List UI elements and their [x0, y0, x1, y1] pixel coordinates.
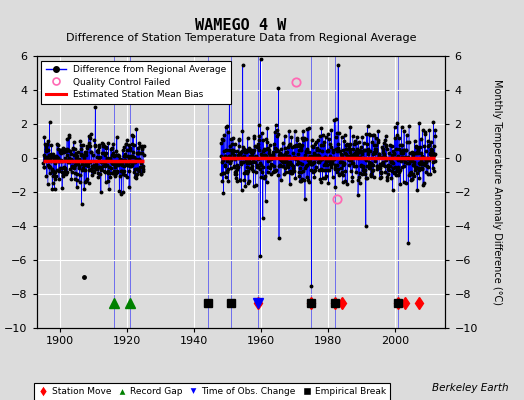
Text: Difference of Station Temperature Data from Regional Average: Difference of Station Temperature Data f… [66, 33, 416, 43]
Y-axis label: Monthly Temperature Anomaly Difference (°C): Monthly Temperature Anomaly Difference (… [492, 79, 501, 305]
Legend: Station Move, Record Gap, Time of Obs. Change, Empirical Break: Station Move, Record Gap, Time of Obs. C… [35, 383, 390, 400]
Text: Berkeley Earth: Berkeley Earth [432, 383, 508, 393]
Text: WAMEGO 4 W: WAMEGO 4 W [195, 18, 287, 34]
